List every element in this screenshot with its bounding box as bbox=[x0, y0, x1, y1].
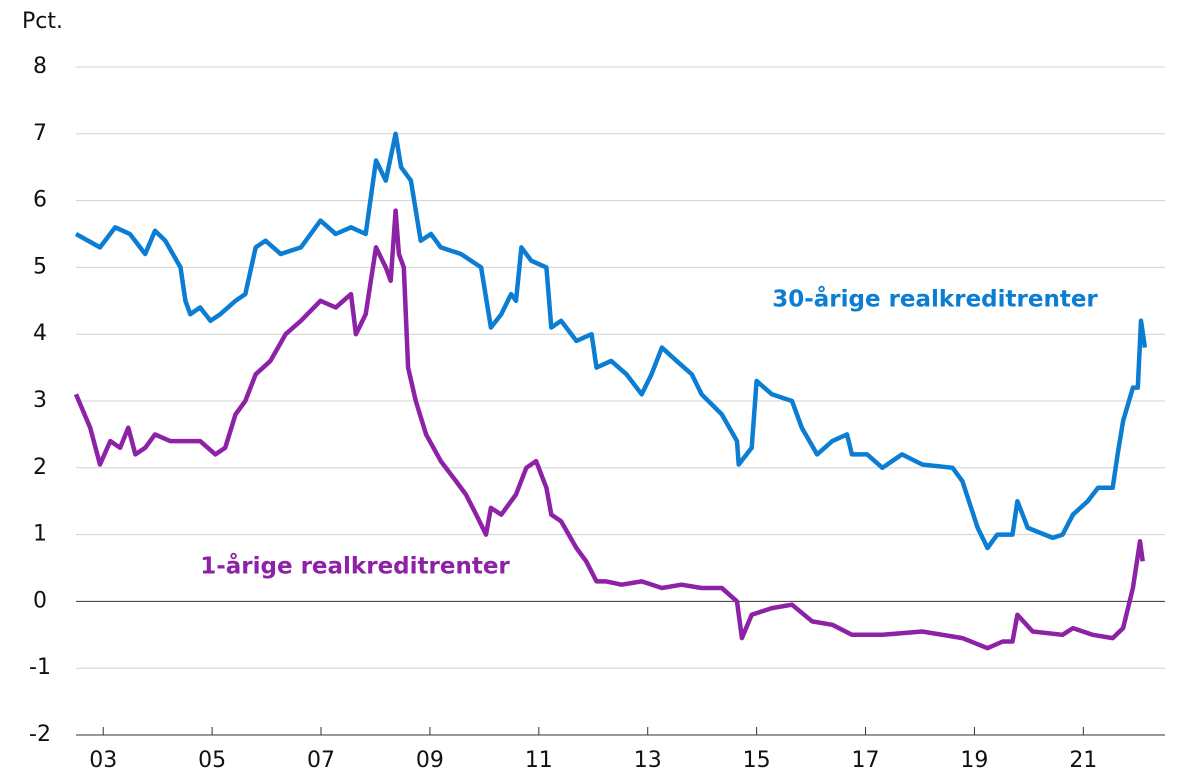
y-axis-label: Pct. bbox=[22, 9, 63, 34]
y-tick-label: -2 bbox=[29, 722, 51, 747]
y-tick-label: 5 bbox=[33, 254, 47, 279]
y-tick-label: 7 bbox=[33, 121, 47, 146]
x-tick-label: 09 bbox=[416, 748, 444, 773]
x-tick-label: 07 bbox=[307, 748, 335, 773]
x-tick-label: 15 bbox=[743, 748, 771, 773]
y-tick-label: 1 bbox=[33, 522, 47, 547]
x-tick-label: 17 bbox=[852, 748, 880, 773]
series-line bbox=[74, 131, 1148, 551]
x-tick-label: 13 bbox=[634, 748, 662, 773]
x-tick-label: 03 bbox=[89, 748, 117, 773]
y-tick-label: 6 bbox=[33, 188, 47, 213]
x-tick-label: 05 bbox=[198, 748, 226, 773]
y-tick-label: 0 bbox=[33, 588, 47, 613]
y-tick-label: 3 bbox=[33, 388, 47, 413]
y-tick-label: -1 bbox=[29, 655, 51, 680]
x-tick-label: 11 bbox=[525, 748, 553, 773]
series-line bbox=[73, 208, 1145, 651]
x-tick-label: 21 bbox=[1069, 748, 1097, 773]
y-tick-label: 8 bbox=[33, 54, 47, 79]
annotation: 1-årige realkreditrenter bbox=[200, 553, 510, 580]
x-tick-label: 19 bbox=[960, 748, 988, 773]
annotation: 30-årige realkreditrenter bbox=[772, 286, 1098, 313]
y-tick-label: 2 bbox=[33, 455, 47, 480]
y-tick-label: 4 bbox=[33, 321, 47, 346]
